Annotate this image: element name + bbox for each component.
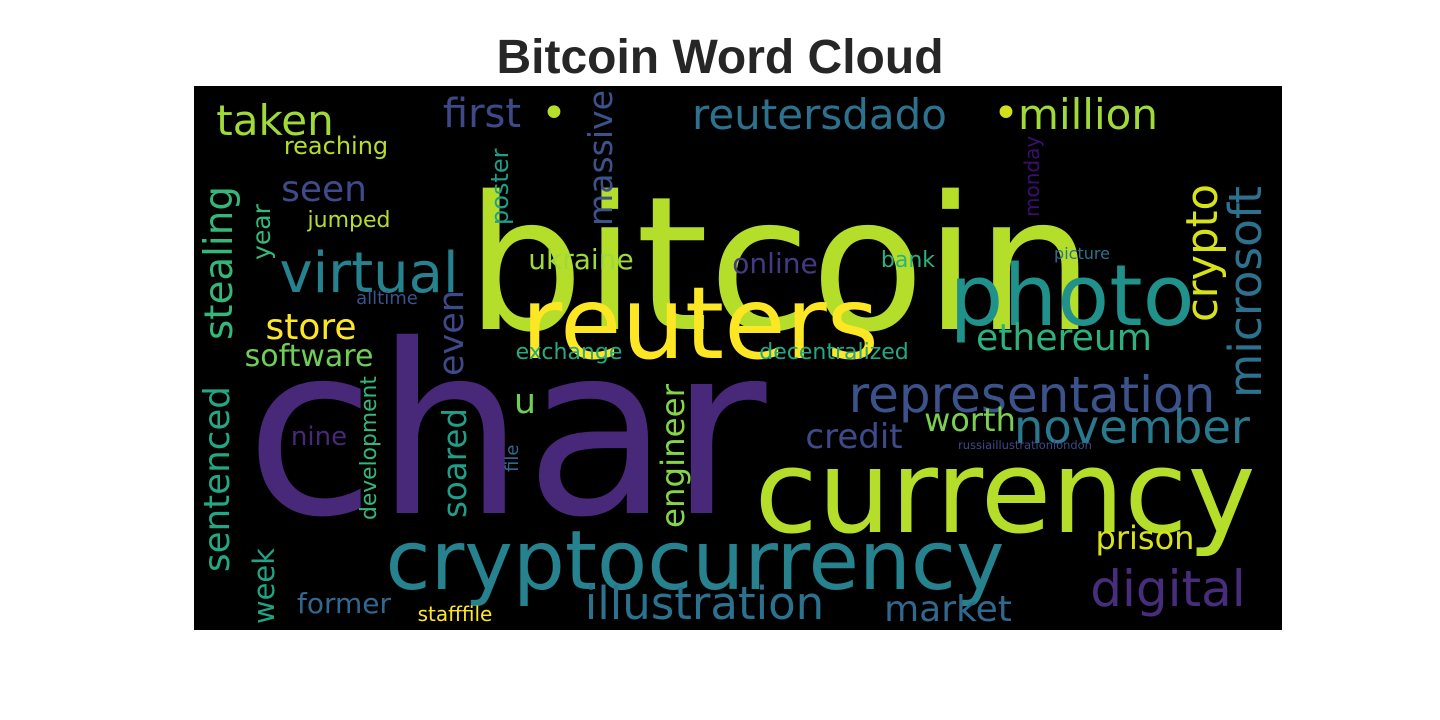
word-software: software (244, 339, 374, 374)
word-stealing: stealing (196, 186, 242, 340)
word-bitcoin: bitcoin (465, 156, 1095, 373)
word-soared: soared (435, 408, 474, 518)
word-former: former (296, 587, 392, 620)
word-massive: massive (581, 90, 621, 226)
word-reutersdado: reutersdado (691, 90, 947, 139)
word-reuters: reuters (521, 265, 879, 382)
word-ethereum: ethereum (976, 315, 1152, 359)
word-dot2: • (993, 88, 1019, 139)
word-sentenced: sentenced (197, 386, 239, 572)
word-development: development (357, 376, 383, 520)
word-representation: representation (848, 366, 1216, 424)
word-russiaillustrationlondon: russiaillustrationlondon (958, 438, 1092, 453)
word-illustration: illustration (584, 577, 825, 630)
word-decentralized: decentralized (759, 340, 909, 365)
word-exchange: exchange (515, 340, 623, 365)
word-monday: monday (1020, 135, 1044, 217)
chart-title: Bitcoin Word Cloud (496, 31, 944, 84)
word-poster: poster (486, 148, 514, 226)
word-u: u (514, 381, 536, 422)
word-dot1: • (541, 88, 567, 139)
word-crypto: crypto (1178, 184, 1229, 322)
word-million: million (1018, 90, 1158, 139)
word-prison: prison (1095, 519, 1195, 557)
word-reaching: reaching (283, 132, 389, 160)
word-photo: photo (949, 247, 1195, 346)
word-seen: seen (281, 169, 367, 210)
word-char: char (245, 294, 767, 569)
word-year: year (247, 204, 277, 260)
word-virtual: virtual (279, 241, 459, 306)
word-microsoft: microsoft (1219, 186, 1273, 398)
word-engineer: engineer (653, 384, 692, 528)
word-cloud: bitcoin char reuters currency cryptocurrency… (194, 86, 1282, 630)
word-worth: worth (924, 401, 1016, 439)
word-ukraine: ukraine (528, 243, 634, 276)
word-first: first (442, 91, 522, 137)
word-even: even (432, 290, 473, 376)
word-november: november (1014, 399, 1250, 454)
word-currency: currency (754, 426, 1256, 560)
word-week: week (246, 548, 281, 624)
word-taken: taken (216, 96, 334, 145)
word-stafffile: stafffile (417, 602, 493, 626)
word-file: file (502, 444, 523, 472)
word-jumped: jumped (307, 208, 391, 233)
word-alltime: alltime (356, 288, 418, 309)
word-credit: credit (805, 417, 903, 457)
word-picture: picture (1054, 244, 1110, 263)
word-nine: nine (290, 422, 348, 452)
word-bank: bank (880, 248, 936, 273)
word-online: online (732, 247, 818, 280)
word-cryptocurrency: cryptocurrency (385, 514, 1005, 609)
word-digital: digital (1090, 560, 1246, 618)
word-market: market (884, 589, 1012, 630)
word-store: store (265, 307, 357, 348)
